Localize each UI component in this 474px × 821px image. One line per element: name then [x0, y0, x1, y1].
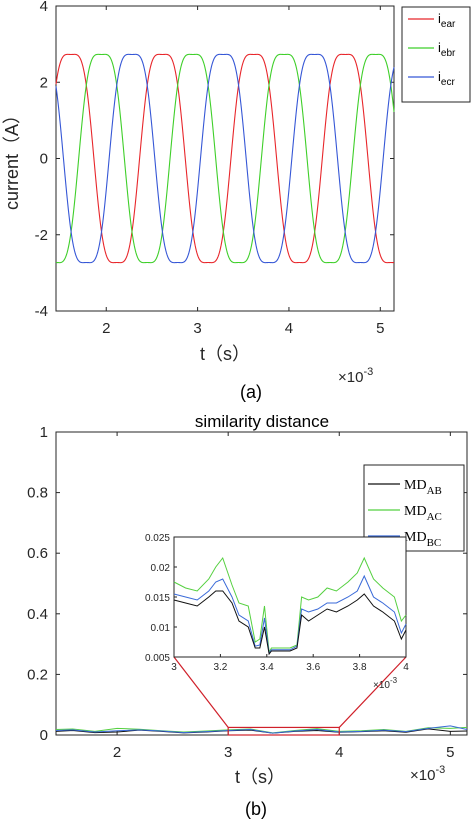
- panel-b-xtick-label: 2: [113, 744, 121, 761]
- panel-b-inset: 0.025 0.02 0.015 0.01 0.005 3 3.2 3.4 3.6 3.8 4 ×…: [145, 533, 409, 691]
- inset-xtick-label: 3.8: [353, 662, 367, 673]
- legend-sub: ebr: [441, 48, 456, 59]
- inset-series-BC: [173, 574, 407, 655]
- panel-b-title: similarity distance: [195, 412, 329, 431]
- panel-a-y-ticks: 4 2 0 -2 -4: [35, 0, 394, 320]
- panel-a-series-ear: [55, 53, 395, 264]
- panel-a-legend-label-ear: iear: [438, 11, 456, 30]
- panel-b-ytick-label: 0: [40, 727, 48, 744]
- inset-ytick-label: 0.015: [145, 593, 170, 604]
- inset-series-lines: [173, 556, 407, 656]
- panel-b-legend-label-BC: MDBC: [404, 530, 441, 549]
- panel-a-legend-label-ebr: iebr: [438, 40, 456, 59]
- zoom-rectangle: [227, 726, 340, 736]
- legend-sub: AB: [427, 485, 442, 497]
- legend-name: i: [438, 40, 441, 55]
- panel-b-xtick-label: 5: [446, 744, 454, 761]
- panel-a-xtick-label: 4: [285, 320, 293, 337]
- panel-b-legend-label-AB: MDAB: [404, 478, 442, 497]
- legend-name: MD: [404, 478, 427, 493]
- panel-b-x-exponent: ×10-3: [410, 764, 445, 784]
- panel-a-ytick-label: 4: [40, 0, 48, 15]
- legend-name: i: [438, 69, 441, 84]
- panel-a-x-exponent: ×10-3: [338, 366, 373, 386]
- panel-a-axes-box: [55, 5, 395, 312]
- panel-a-xtick-label: 5: [376, 320, 384, 337]
- legend-name: MD: [404, 530, 427, 545]
- panel-b-y-ticks: 1 0.8 0.6 0.4 0.2 0: [27, 424, 467, 744]
- panel-b-xtick-label: 4: [335, 744, 343, 761]
- panel-b-ytick-label: 0.2: [27, 666, 48, 683]
- inset-xtick-label: 3.2: [213, 662, 227, 673]
- panel-a-xtick-label: 2: [102, 320, 110, 337]
- inset-xtick-label: 3.6: [306, 662, 320, 673]
- panel-b-ytick-label: 1: [40, 424, 48, 441]
- panel-a-ylabel: current（A）: [2, 106, 22, 210]
- inset-x-exponent: ×10-3: [373, 676, 398, 691]
- panel-b-inset-axes-box: [173, 536, 407, 658]
- zoom-connector-right: [338, 656, 407, 728]
- panel-b-caption: (b): [245, 799, 267, 819]
- zoom-connector-left: [173, 656, 229, 728]
- panel-a-legend-box: [401, 6, 471, 103]
- legend-sub: ear: [441, 19, 456, 30]
- inset-series-AB: [173, 590, 407, 656]
- panel-a-series-lines: [55, 53, 395, 264]
- inset-xtick-label: 4: [403, 662, 409, 673]
- panel-a-x-ticks: 2 3 4 5: [102, 6, 384, 337]
- panel-b-series-lines: [55, 725, 468, 734]
- legend-name: MD: [404, 504, 427, 519]
- panel-b-xlabel: t（s）: [235, 767, 285, 787]
- inset-x-ticks: 3 3.2 3.4 3.6 3.8 4: [171, 654, 409, 673]
- panel-a-xlabel: t（s）: [200, 344, 250, 364]
- inset-xtick-label: 3.4: [260, 662, 274, 673]
- inset-series-AC: [173, 556, 407, 654]
- panel-b-ytick-label: 0.4: [27, 606, 48, 623]
- panel-a-ytick-label: 0: [40, 151, 48, 168]
- legend-name: i: [438, 11, 441, 26]
- panel-b-ytick-label: 0.6: [27, 545, 48, 562]
- panel-b-legend-label-AC: MDAC: [404, 504, 442, 523]
- panel-a-ytick-label: 2: [40, 74, 48, 91]
- panel-a-series-ecr: [55, 53, 395, 264]
- panel-b-series-BC: [55, 725, 468, 734]
- panel-a-ytick-label: -4: [35, 303, 48, 320]
- legend-sub: ecr: [441, 77, 456, 88]
- inset-ytick-label: 0.01: [151, 623, 171, 634]
- panel-b-ytick-label: 0.8: [27, 485, 48, 502]
- inset-ytick-label: 0.02: [151, 563, 171, 574]
- panel-a-series-ebr: [55, 53, 395, 264]
- legend-sub: AC: [427, 511, 442, 523]
- panel-a-caption: (a): [240, 382, 262, 402]
- panel-b-zoom-box: [173, 656, 407, 736]
- inset-ytick-label: 0.005: [145, 653, 170, 664]
- panel-a-ytick-label: -2: [35, 227, 48, 244]
- panel-b-xtick-label: 3: [224, 744, 232, 761]
- panel-a-legend-label-ecr: iecr: [438, 69, 455, 88]
- inset-xtick-label: 3: [171, 662, 177, 673]
- panel-a-xtick-label: 3: [193, 320, 201, 337]
- inset-ytick-label: 0.025: [145, 533, 170, 544]
- legend-sub: BC: [427, 537, 442, 549]
